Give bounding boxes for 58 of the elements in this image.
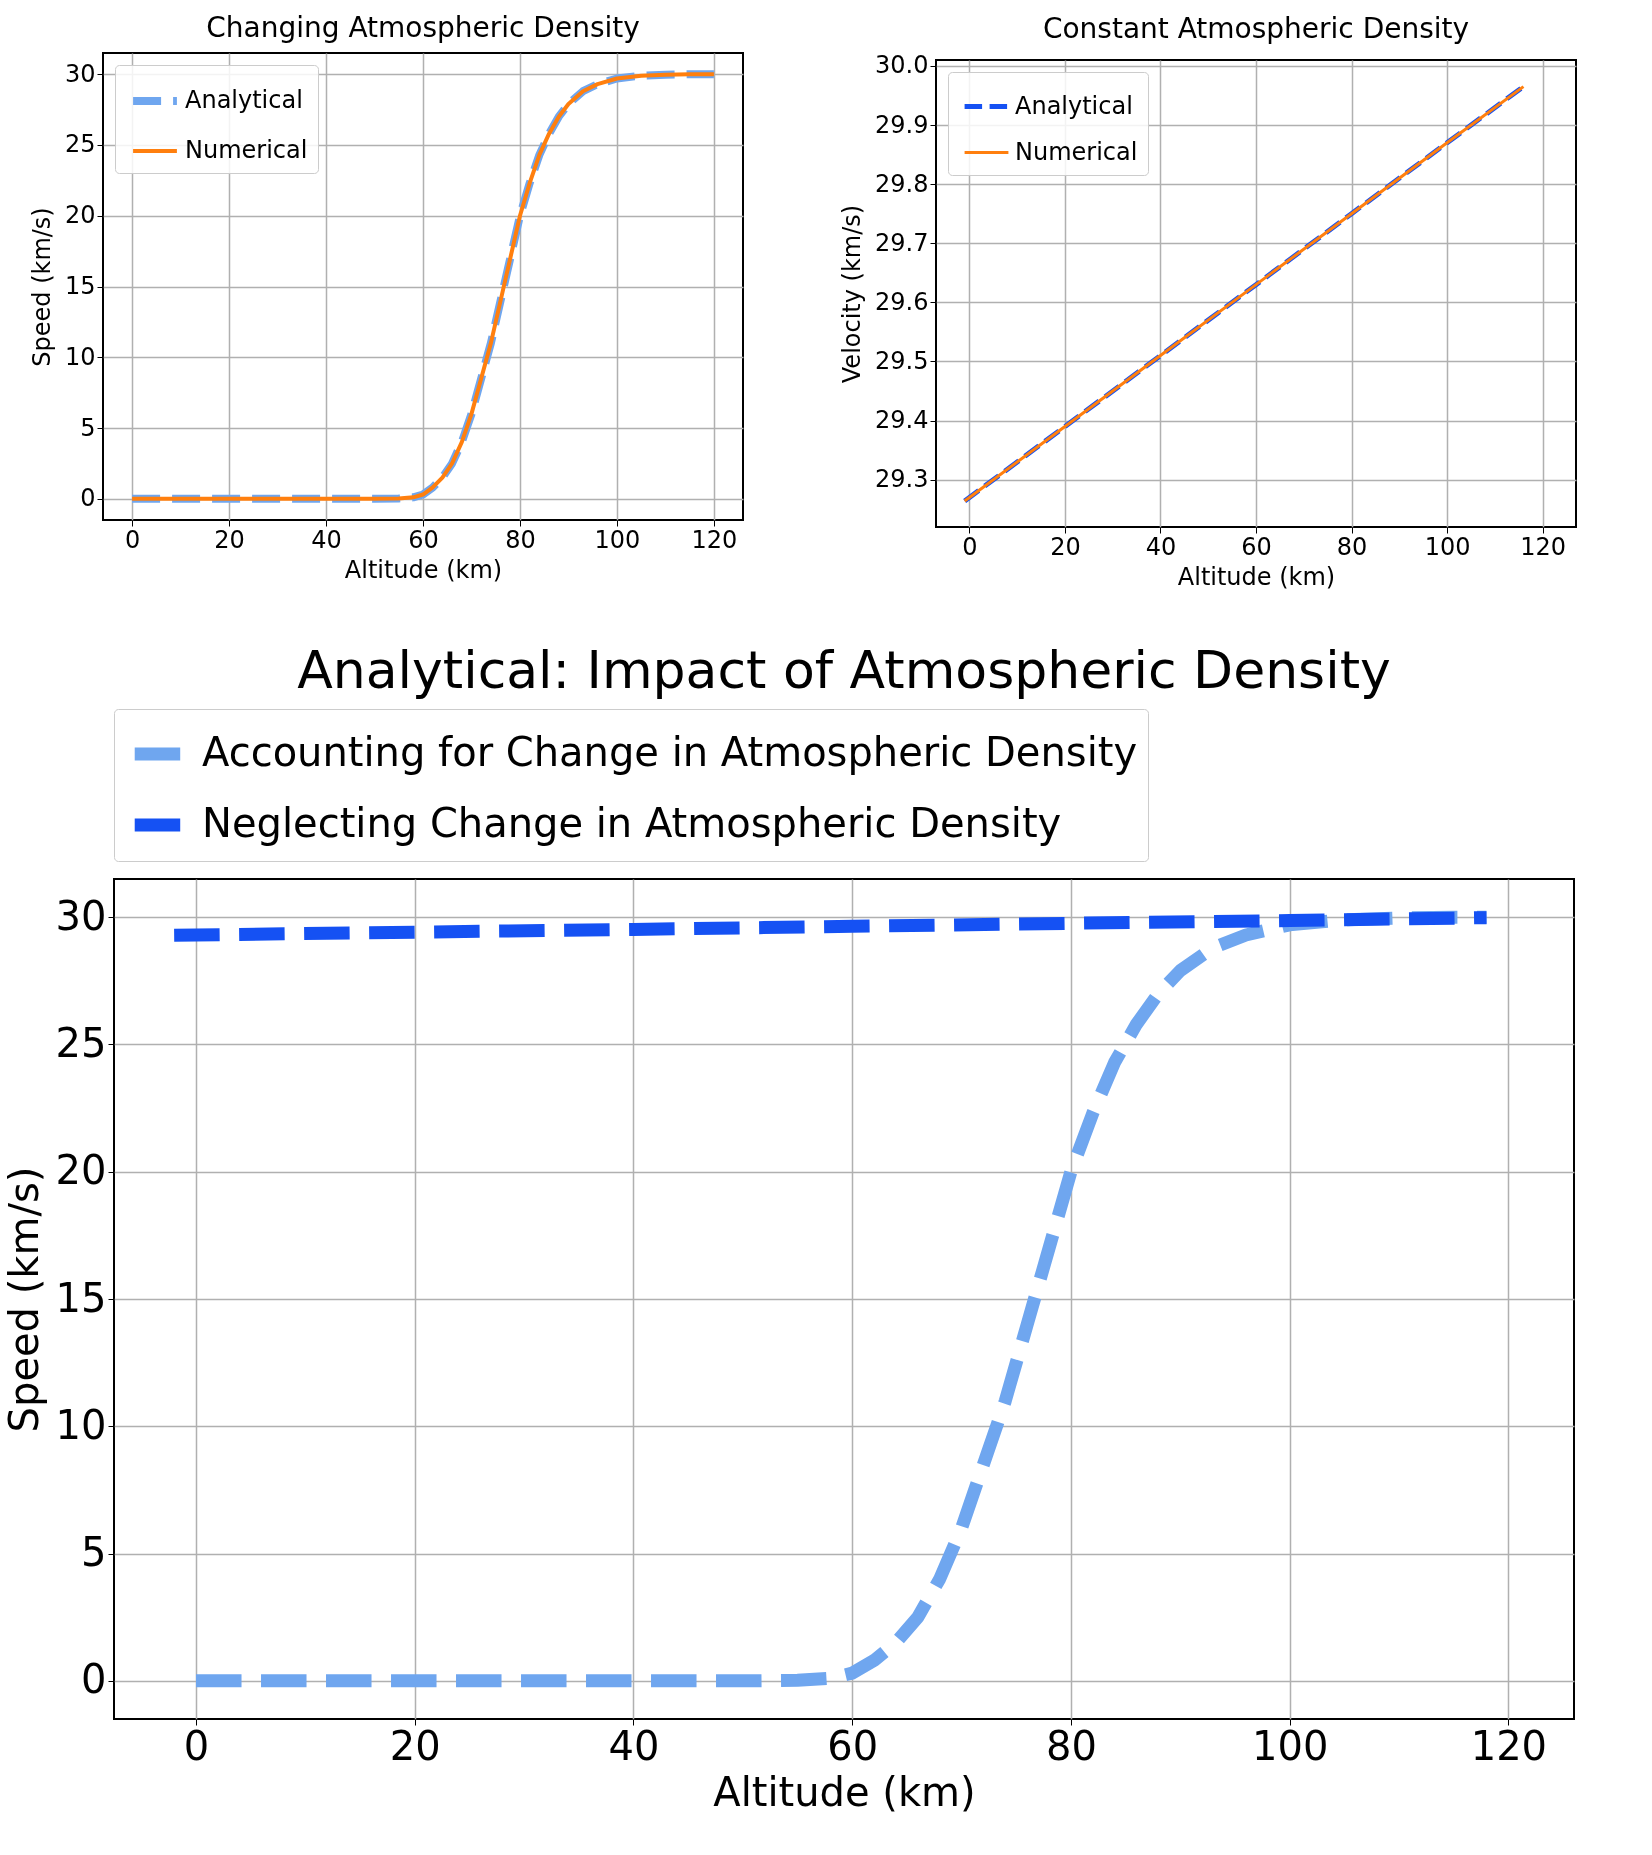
x-axis-title: Altitude (km) — [713, 1768, 976, 1815]
y-tick-label: 20 — [64, 201, 96, 230]
y-tick-label: 30 — [55, 892, 107, 939]
y-tick-label: 29.4 — [875, 406, 929, 435]
y-tick-label: 29.6 — [875, 287, 929, 316]
y-tick-label: 29.8 — [875, 169, 929, 198]
x-tick-label: 60 — [408, 525, 439, 554]
x-axis-title: Altitude (km) — [1177, 562, 1336, 591]
y-tick-label: 29.3 — [875, 465, 929, 494]
x-tick-label: 0 — [124, 525, 141, 554]
chart-title: Analytical: Impact of Atmospheric Density — [297, 639, 1391, 700]
legend-label: Analytical — [1015, 91, 1133, 120]
y-tick-label: 0 — [80, 484, 96, 513]
x-tick-label: 60 — [1241, 532, 1272, 561]
y-tick-label: 10 — [55, 1401, 107, 1448]
y-axis-title: Speed (km/s) — [0, 1166, 47, 1433]
y-tick-label: 10 — [64, 342, 96, 371]
x-tick-label: 40 — [311, 525, 342, 554]
x-tick-label: 100 — [1424, 532, 1471, 561]
x-tick-label: 20 — [214, 525, 245, 554]
y-tick-label: 30.0 — [875, 51, 929, 80]
y-tick-label: 5 — [80, 413, 96, 442]
y-tick-label: 29.7 — [875, 228, 929, 257]
y-tick-label: 15 — [55, 1274, 107, 1321]
x-tick-label: 40 — [1145, 532, 1177, 561]
legend-label: Numerical — [185, 136, 308, 164]
x-tick-label: 80 — [505, 525, 536, 554]
legend-label: Analytical — [185, 86, 303, 114]
x-tick-label: 60 — [827, 1722, 879, 1769]
x-tick-label: 20 — [389, 1722, 441, 1769]
y-tick-label: 25 — [55, 1019, 107, 1066]
y-axis-title: Speed (km/s) — [27, 207, 56, 367]
x-tick-label: 0 — [183, 1722, 210, 1769]
y-tick-label: 5 — [81, 1529, 107, 1576]
y-tick-label: 25 — [64, 130, 96, 159]
x-tick-label: 80 — [1045, 1722, 1097, 1769]
x-tick-label: 120 — [1470, 1722, 1548, 1769]
x-tick-label: 120 — [691, 525, 738, 554]
y-tick-label: 20 — [55, 1147, 107, 1194]
chart-title: Changing Atmospheric Density — [206, 11, 640, 44]
x-axis-title: Altitude (km) — [344, 555, 503, 584]
legend-label: Accounting for Change in Atmospheric Density — [202, 729, 1138, 775]
x-tick-label: 100 — [594, 525, 641, 554]
x-tick-label: 100 — [1251, 1722, 1329, 1769]
chart-title: Constant Atmospheric Density — [1042, 11, 1470, 45]
y-tick-label: 29.5 — [875, 346, 929, 375]
x-tick-label: 20 — [1050, 532, 1081, 561]
x-tick-label: 80 — [1336, 532, 1368, 561]
y-tick-label: 15 — [64, 272, 96, 300]
legend-label: Numerical — [1015, 137, 1138, 166]
y-tick-label: 29.9 — [875, 110, 929, 139]
x-tick-label: 120 — [1520, 532, 1566, 561]
x-tick-label: 40 — [608, 1722, 660, 1769]
y-axis-title: Velocity (km/s) — [838, 204, 867, 384]
x-tick-label: 0 — [962, 532, 978, 561]
legend-label: Neglecting Change in Atmospheric Density — [202, 800, 1062, 846]
y-tick-label: 30 — [64, 59, 96, 88]
y-tick-label: 0 — [81, 1656, 107, 1703]
